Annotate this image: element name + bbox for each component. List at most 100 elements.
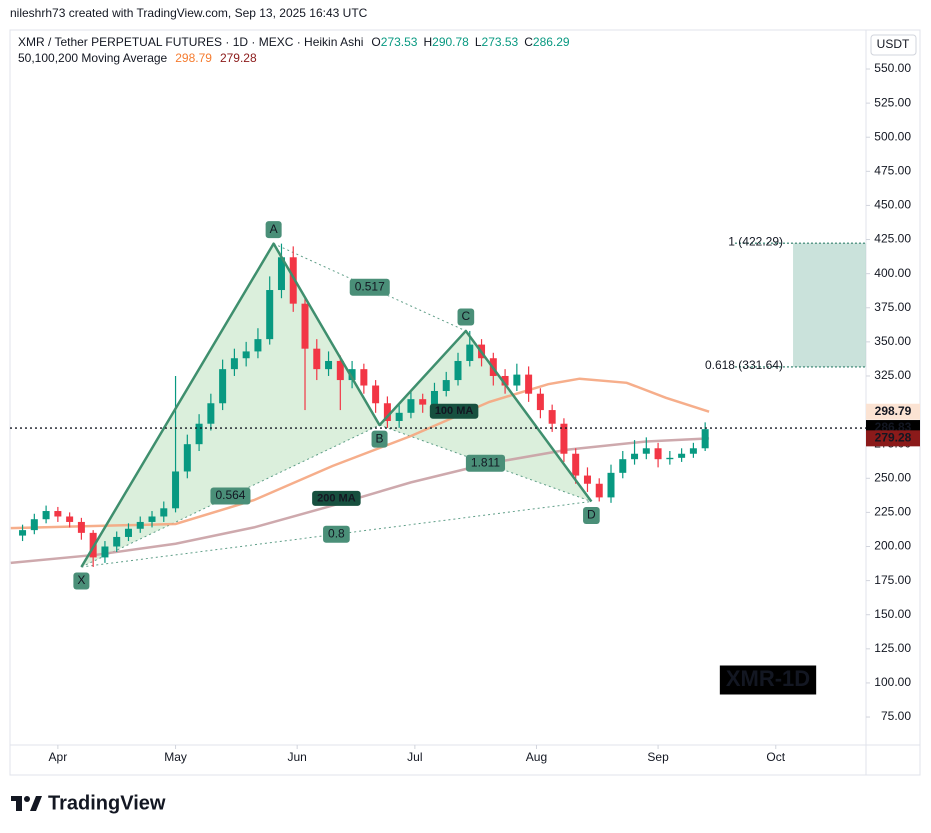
ma-legend-label: 50,100,200 Moving Average bbox=[18, 51, 168, 65]
candle-body bbox=[513, 374, 521, 386]
watermark-box bbox=[717, 663, 819, 697]
y-tick-label: 500.00 bbox=[874, 129, 911, 143]
candle-body bbox=[30, 519, 38, 531]
ohlc-key: L bbox=[475, 35, 482, 49]
candle-body bbox=[42, 511, 50, 520]
pattern-point-label: A bbox=[265, 221, 282, 239]
pattern-ratio-label-text: 1.811 bbox=[471, 455, 500, 469]
pattern-ratio-label-box bbox=[323, 525, 350, 543]
pattern-point-label: X bbox=[73, 572, 90, 590]
ohlc-key: C bbox=[524, 35, 533, 49]
pattern-point-label-box bbox=[73, 572, 90, 590]
candle-body bbox=[619, 459, 627, 473]
ma-legend-value: 298.79 bbox=[175, 51, 212, 65]
fib-zone bbox=[793, 243, 866, 367]
moving-average bbox=[10, 437, 710, 565]
candle-body bbox=[419, 399, 427, 405]
candle-body bbox=[654, 448, 662, 460]
candle-body bbox=[466, 344, 474, 361]
pattern-outline bbox=[80, 242, 593, 568]
candle-body bbox=[66, 516, 74, 522]
pattern-point-label: C bbox=[457, 308, 475, 326]
pattern-ratio-line bbox=[81, 500, 592, 568]
pattern-point-label-text: B bbox=[376, 431, 384, 445]
fib-label: 0.618 (331.64) bbox=[705, 358, 783, 372]
candle-body bbox=[325, 360, 333, 370]
pattern-point-label-text: X bbox=[77, 573, 85, 587]
candle-body bbox=[360, 369, 368, 386]
candle-body bbox=[572, 453, 580, 476]
price-badge-label: 279.28 bbox=[875, 431, 912, 445]
x-tick-label: Sep bbox=[647, 750, 669, 764]
pattern-point-label-text: D bbox=[587, 508, 596, 522]
pattern-ratio-label: 1.811 bbox=[465, 454, 506, 472]
pattern-ratio-label-text: 0.517 bbox=[355, 279, 385, 293]
candle-body bbox=[230, 358, 238, 370]
credit: nileshrh73 created with TradingView.com,… bbox=[10, 6, 368, 20]
ma-legend-value: 279.28 bbox=[220, 51, 257, 65]
pattern-point-label-box bbox=[371, 430, 388, 448]
pattern-ratio-label: 0.517 bbox=[349, 278, 390, 296]
plot-area: 1 (422.29) 0.618 (331.64) X A B C D 0.517 0.564 1… bbox=[10, 221, 866, 697]
candle-body bbox=[183, 444, 191, 472]
ma-label-box bbox=[312, 490, 361, 506]
fib-label: 1 (422.29) bbox=[728, 234, 783, 248]
logo-shape bbox=[30, 796, 42, 811]
candle-body bbox=[631, 453, 639, 460]
y-tick-label: 425.00 bbox=[874, 232, 911, 246]
y-tick-label: 150.00 bbox=[874, 607, 911, 621]
candle-body bbox=[501, 375, 509, 386]
y-tick-label: 325.00 bbox=[874, 368, 911, 382]
candle-body bbox=[172, 471, 180, 509]
candle-body bbox=[442, 380, 450, 391]
candle-body bbox=[113, 536, 121, 547]
ohlc-value: 286.29 bbox=[533, 35, 570, 49]
ohlc-value: 290.78 bbox=[432, 35, 469, 49]
candle-body bbox=[54, 511, 62, 517]
y-tick-label: 200.00 bbox=[874, 539, 911, 553]
candle-body bbox=[454, 360, 462, 381]
y-tick-label: 550.00 bbox=[874, 61, 911, 75]
candle-body bbox=[407, 399, 415, 413]
price-badge-label: 298.79 bbox=[875, 404, 912, 418]
candle-body bbox=[19, 530, 27, 536]
pattern-point-label-text: C bbox=[462, 309, 471, 323]
candle-body bbox=[642, 448, 650, 454]
candle-body bbox=[160, 508, 168, 517]
candle-body bbox=[548, 410, 556, 424]
candle-body bbox=[313, 348, 321, 370]
currency-box[interactable] bbox=[870, 34, 917, 56]
candle-body bbox=[701, 429, 709, 449]
candle-body bbox=[207, 403, 215, 424]
ma-label: 100 MA bbox=[429, 403, 479, 419]
brand-logo bbox=[11, 796, 42, 811]
candle-body bbox=[336, 360, 344, 381]
pattern-point-label: D bbox=[583, 506, 600, 524]
candle-body bbox=[689, 448, 697, 454]
title-line: XMR / Tether PERPETUAL FUTURES · 1D · ME… bbox=[18, 35, 570, 49]
currency[interactable]: USDT bbox=[877, 37, 910, 51]
y-tick-label: 125.00 bbox=[874, 641, 911, 655]
pattern-point-label-box bbox=[583, 506, 600, 524]
candle-body bbox=[266, 290, 274, 340]
candle-body bbox=[560, 423, 568, 454]
candle-body bbox=[666, 457, 674, 460]
candle-body bbox=[595, 483, 603, 498]
candle-body bbox=[136, 521, 144, 529]
x-tick-label: Jun bbox=[287, 750, 306, 764]
pattern-point-label-box bbox=[265, 221, 282, 239]
pattern-ratio-label-box bbox=[210, 487, 251, 505]
y-tick-label: 225.00 bbox=[874, 505, 911, 519]
price-badge bbox=[866, 403, 920, 420]
candle-body bbox=[254, 339, 262, 352]
candle-body bbox=[301, 303, 309, 349]
y-tick-label: 525.00 bbox=[874, 95, 911, 109]
ma-legend: 50,100,200 Moving Average 298.79 279.28 bbox=[18, 51, 257, 65]
y-tick-label: 100.00 bbox=[874, 675, 911, 689]
candle-body bbox=[607, 472, 615, 498]
y-tick-label: 475.00 bbox=[874, 164, 911, 178]
x-tick-label: Aug bbox=[526, 750, 547, 764]
y-tick-label: 375.00 bbox=[874, 300, 911, 314]
